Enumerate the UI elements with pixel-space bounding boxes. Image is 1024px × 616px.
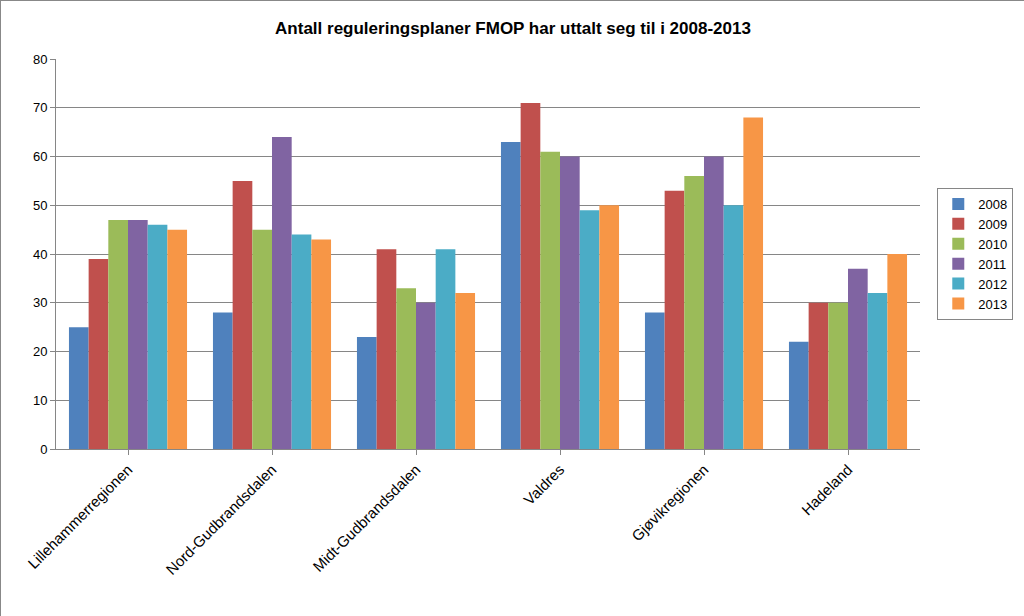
svg-text:70: 70 [33,100,47,115]
svg-text:Valdres: Valdres [520,461,567,508]
svg-text:30: 30 [33,295,47,310]
svg-text:2009: 2009 [978,217,1007,232]
svg-text:60: 60 [33,149,47,164]
svg-text:2011: 2011 [978,257,1006,272]
svg-text:2013: 2013 [978,297,1007,312]
svg-text:20: 20 [33,344,47,359]
svg-text:Lillehammerregionen: Lillehammerregionen [24,461,135,572]
svg-text:Nord-Gudbrandsdalen: Nord-Gudbrandsdalen [162,461,279,578]
svg-text:2008: 2008 [978,197,1007,212]
svg-text:Hadeland: Hadeland [798,461,855,518]
svg-text:40: 40 [33,247,47,262]
svg-text:50: 50 [33,198,47,213]
svg-text:2010: 2010 [978,237,1007,252]
svg-text:Midt-Gudbrandsdalen: Midt-Gudbrandsdalen [309,461,423,575]
svg-text:0: 0 [40,442,47,457]
svg-text:80: 80 [33,52,47,67]
svg-text:Gjøvikregionen: Gjøvikregionen [628,461,711,544]
svg-text:10: 10 [33,393,47,408]
svg-text:2012: 2012 [978,277,1007,292]
svg-text:Antall reguleringsplaner FMOP: Antall reguleringsplaner FMOP har uttalt… [275,19,751,38]
